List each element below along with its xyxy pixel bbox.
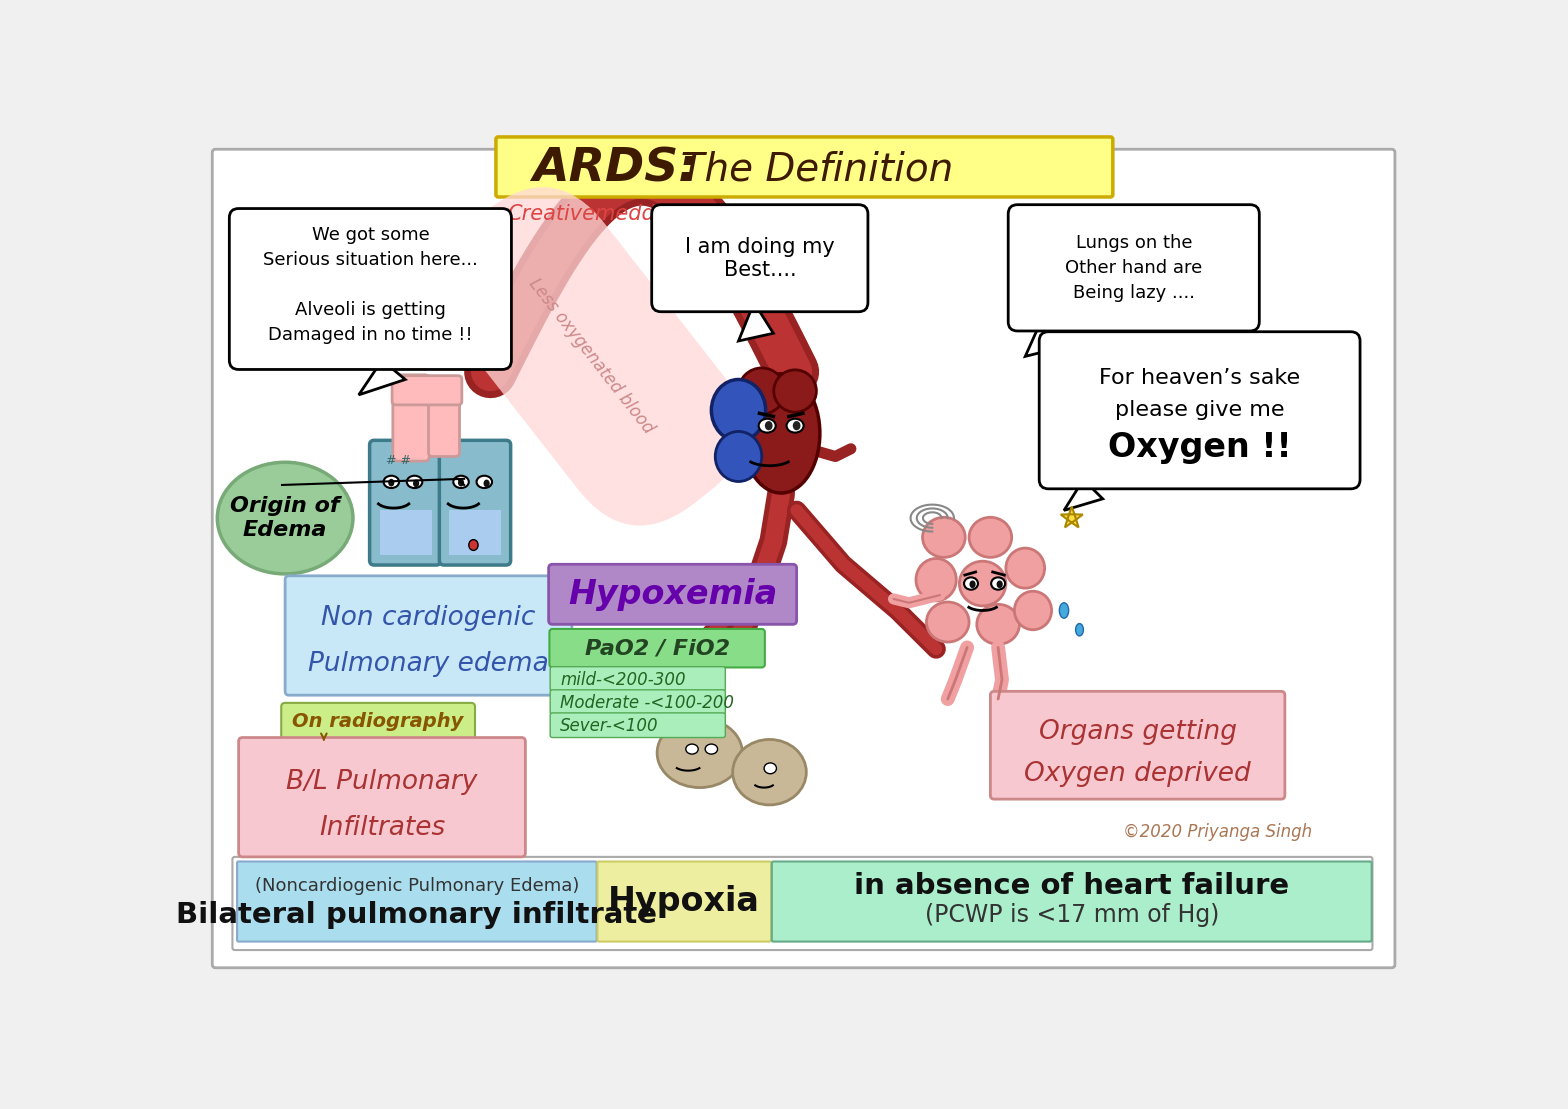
- FancyBboxPatch shape: [439, 440, 511, 566]
- Ellipse shape: [997, 580, 1004, 588]
- Ellipse shape: [218, 462, 353, 573]
- Text: B/L Pulmonary: B/L Pulmonary: [287, 770, 478, 795]
- FancyBboxPatch shape: [1040, 332, 1359, 489]
- Ellipse shape: [389, 479, 395, 487]
- FancyBboxPatch shape: [652, 205, 869, 312]
- Ellipse shape: [991, 578, 1005, 590]
- FancyBboxPatch shape: [370, 440, 441, 566]
- Text: mild-<200-300: mild-<200-300: [560, 671, 685, 689]
- Text: Hypoxia: Hypoxia: [608, 885, 760, 918]
- FancyBboxPatch shape: [232, 857, 1372, 950]
- Text: Lungs on the
Other hand are
Being lazy ....: Lungs on the Other hand are Being lazy .…: [1065, 234, 1203, 302]
- FancyBboxPatch shape: [237, 862, 597, 942]
- FancyBboxPatch shape: [229, 208, 511, 369]
- Text: Pulmonary edema: Pulmonary edema: [309, 651, 549, 678]
- Ellipse shape: [1060, 603, 1069, 618]
- Ellipse shape: [453, 476, 469, 488]
- Ellipse shape: [759, 419, 776, 433]
- Ellipse shape: [793, 421, 801, 430]
- Text: Moderate -<100-200: Moderate -<100-200: [560, 694, 734, 712]
- Ellipse shape: [773, 370, 817, 413]
- Text: Organs getting: Organs getting: [1038, 719, 1237, 745]
- Ellipse shape: [977, 604, 1019, 644]
- FancyBboxPatch shape: [550, 713, 726, 737]
- Ellipse shape: [712, 379, 765, 441]
- Text: (Noncardiogenic Pulmonary Edema): (Noncardiogenic Pulmonary Edema): [254, 877, 579, 895]
- Text: Infiltrates: Infiltrates: [318, 815, 445, 842]
- Polygon shape: [1060, 507, 1083, 528]
- FancyBboxPatch shape: [771, 862, 1372, 942]
- Ellipse shape: [477, 476, 492, 488]
- Bar: [379, 510, 431, 554]
- Ellipse shape: [483, 479, 489, 487]
- Ellipse shape: [412, 479, 419, 487]
- Ellipse shape: [742, 374, 820, 494]
- Ellipse shape: [706, 744, 718, 754]
- Text: For heaven’s sake: For heaven’s sake: [1099, 368, 1300, 388]
- Text: Hypoxemia: Hypoxemia: [568, 578, 778, 611]
- Ellipse shape: [764, 763, 776, 774]
- Text: The Definition: The Definition: [655, 151, 953, 189]
- FancyBboxPatch shape: [285, 576, 572, 695]
- Text: # #: # #: [386, 455, 411, 467]
- Ellipse shape: [657, 719, 742, 787]
- Text: Oxygen !!: Oxygen !!: [1109, 430, 1292, 464]
- Ellipse shape: [1007, 548, 1044, 588]
- FancyBboxPatch shape: [550, 667, 726, 691]
- FancyBboxPatch shape: [392, 376, 463, 405]
- Text: On radiography: On radiography: [293, 712, 464, 731]
- Ellipse shape: [960, 561, 1007, 606]
- Ellipse shape: [916, 559, 956, 601]
- Text: Oxygen deprived: Oxygen deprived: [1024, 762, 1251, 787]
- Ellipse shape: [765, 421, 773, 430]
- Ellipse shape: [384, 476, 398, 488]
- Text: Sever-<100: Sever-<100: [560, 718, 659, 735]
- Ellipse shape: [715, 431, 762, 481]
- FancyBboxPatch shape: [281, 703, 475, 740]
- Text: PaO2 / FiO2: PaO2 / FiO2: [585, 638, 729, 659]
- FancyBboxPatch shape: [991, 691, 1284, 800]
- FancyBboxPatch shape: [394, 375, 430, 461]
- FancyBboxPatch shape: [212, 150, 1396, 968]
- Text: (PCWP is <17 mm of Hg): (PCWP is <17 mm of Hg): [925, 904, 1218, 927]
- Ellipse shape: [787, 419, 803, 433]
- Text: ARDS:: ARDS:: [532, 146, 698, 192]
- Text: Less oxygenated blood: Less oxygenated blood: [525, 275, 657, 437]
- Polygon shape: [739, 303, 773, 340]
- Text: Origin of
Edema: Origin of Edema: [230, 497, 340, 540]
- Polygon shape: [1065, 479, 1102, 510]
- Text: Bilateral pulmonary infiltrate: Bilateral pulmonary infiltrate: [176, 902, 657, 929]
- FancyBboxPatch shape: [549, 564, 797, 624]
- Ellipse shape: [458, 479, 464, 487]
- Ellipse shape: [969, 580, 975, 588]
- FancyBboxPatch shape: [1008, 205, 1259, 330]
- Ellipse shape: [469, 540, 478, 550]
- Ellipse shape: [406, 476, 422, 488]
- FancyBboxPatch shape: [597, 862, 771, 942]
- Polygon shape: [359, 360, 405, 395]
- Ellipse shape: [927, 602, 969, 642]
- FancyBboxPatch shape: [550, 690, 726, 714]
- Ellipse shape: [685, 744, 698, 754]
- Ellipse shape: [964, 578, 978, 590]
- Text: Non cardiogenic: Non cardiogenic: [321, 606, 536, 631]
- Ellipse shape: [1076, 623, 1083, 635]
- Ellipse shape: [922, 517, 966, 558]
- Ellipse shape: [969, 517, 1011, 558]
- FancyBboxPatch shape: [495, 136, 1113, 197]
- Text: please give me: please give me: [1115, 400, 1284, 420]
- Text: ©2020 Priyanga Singh: ©2020 Priyanga Singh: [1123, 823, 1312, 842]
- Text: We got some
Serious situation here...

Alveoli is getting
Damaged in no time !!: We got some Serious situation here... Al…: [263, 226, 478, 344]
- Text: Creativemeddoses.com: Creativemeddoses.com: [506, 204, 753, 224]
- Polygon shape: [1025, 322, 1073, 356]
- Text: I am doing my
Best....: I am doing my Best....: [685, 236, 834, 279]
- FancyBboxPatch shape: [238, 737, 525, 857]
- FancyBboxPatch shape: [549, 629, 765, 668]
- Ellipse shape: [732, 740, 806, 805]
- Ellipse shape: [739, 368, 786, 414]
- Ellipse shape: [1014, 591, 1052, 630]
- Text: in absence of heart failure: in absence of heart failure: [855, 872, 1289, 901]
- FancyBboxPatch shape: [428, 391, 459, 457]
- Bar: [450, 510, 502, 554]
